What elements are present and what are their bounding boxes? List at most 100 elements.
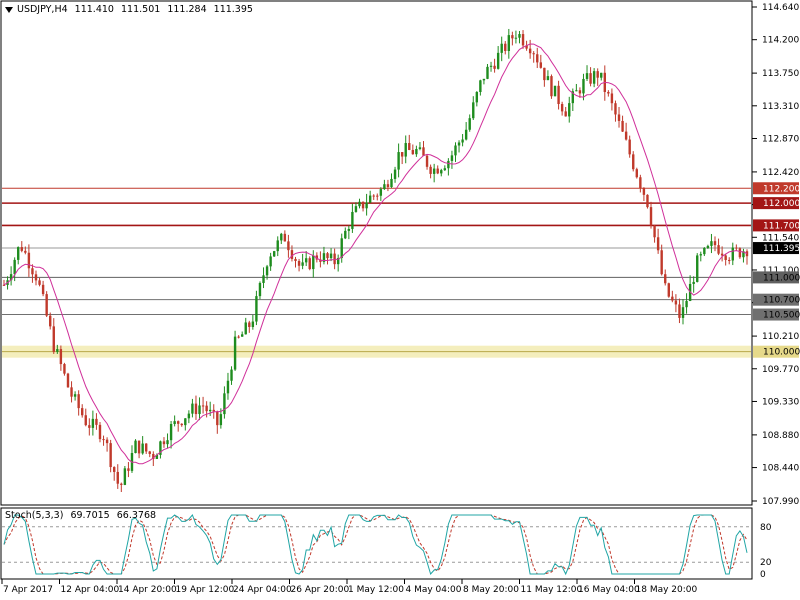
candle-body [440,170,443,174]
candle-body [472,102,475,119]
candle-body [120,483,123,485]
candle-body [322,253,326,262]
candle-body [738,248,742,258]
candle-body [607,91,610,94]
candle-body [418,147,422,149]
candle-body [91,418,95,428]
candle-body [432,168,436,174]
candle-body [166,440,169,445]
candle-body [361,201,365,209]
candle-body [468,118,471,130]
candle-body [678,304,681,318]
horizontal-levels [2,187,751,358]
candle-body [312,255,315,270]
candle-body [315,255,319,260]
candle-body [141,443,144,454]
candle-body [521,34,525,46]
price-tick-label: 111.540 [762,233,799,243]
symbol-label: USDJPY,H4 [17,4,68,15]
price-axis: 114.640 114.200 113.750 113.310 112.870 112.4… [752,3,799,507]
candle-body [656,237,660,251]
candle-body [632,154,635,170]
candle-body [404,143,407,157]
candle-body [59,349,63,365]
candle-body [589,73,592,84]
price-tick-label: 108.440 [762,464,799,474]
candle-body [194,403,198,415]
candle-body [20,247,23,251]
dropdown-triangle-icon[interactable] [5,6,13,13]
level-label-box [753,308,799,321]
candle-body [351,211,354,229]
candle-body [454,145,457,156]
candle-body [646,194,649,208]
candle-body [230,369,233,381]
candle-body [9,274,13,281]
candle-body [159,441,162,455]
candle-body [184,418,187,426]
candle-body [504,43,507,51]
candle-body [255,296,258,322]
candle-body [671,296,674,301]
candle-body [70,387,73,397]
candle-body [212,409,215,412]
candle-body [400,152,404,157]
candle-body [443,168,447,171]
candle-body [496,52,500,69]
candle-body [393,169,397,179]
candle-body [52,326,55,352]
candle-body [162,441,166,445]
candle-body [713,241,717,246]
candle-body [518,34,521,38]
candle-body [592,71,596,84]
candle-body [624,131,628,140]
candle-body [514,37,518,39]
candle-body [685,301,688,308]
level-label-text: 111.700 [763,221,800,231]
candle-body [550,76,553,97]
stochastic-k-value: 69.7015 [70,510,110,521]
candle-body [301,262,304,266]
candle-body [539,62,543,68]
candle-body [568,103,571,117]
candle-body [536,54,539,63]
price-tick-label: 107.990 [762,497,799,507]
candle-body [344,230,347,239]
candle-body [379,189,383,196]
candle-body [326,253,329,259]
candle-body [742,251,745,258]
price-tick-label: 109.770 [762,365,799,375]
price-tick-label: 111.100 [762,266,799,276]
price-tick-label: 109.330 [762,397,799,407]
candle-body [397,152,400,170]
candle-body [66,373,70,388]
time-tick-label: 26 Apr 20:00 [291,585,350,595]
candle-body [24,250,27,253]
candle-body [73,394,77,397]
candle-body [571,91,575,104]
candle-body [546,76,550,81]
candle-body [735,247,738,249]
candle-body [13,259,16,275]
candle-body [617,114,621,121]
candle-body [109,443,112,468]
candle-body [425,155,429,167]
stoch-axis-label: 0 [760,570,766,580]
stochastic-d-value: 66.3768 [116,510,157,521]
candle-body [564,111,567,117]
candle-body [280,233,283,241]
candle-body [557,85,560,105]
candle-body [653,225,656,238]
candle-body [187,413,191,419]
candle-body [319,259,322,262]
price-tick-label: 114.200 [762,36,799,46]
candle-body [294,258,297,261]
candle-body [258,282,262,297]
candle-body [248,322,251,327]
stoch-plot-frame [0,507,753,580]
time-tick-label: 14 Apr 20:00 [118,585,177,595]
stoch-axis-label: 80 [760,523,772,533]
candle-body [31,268,34,275]
